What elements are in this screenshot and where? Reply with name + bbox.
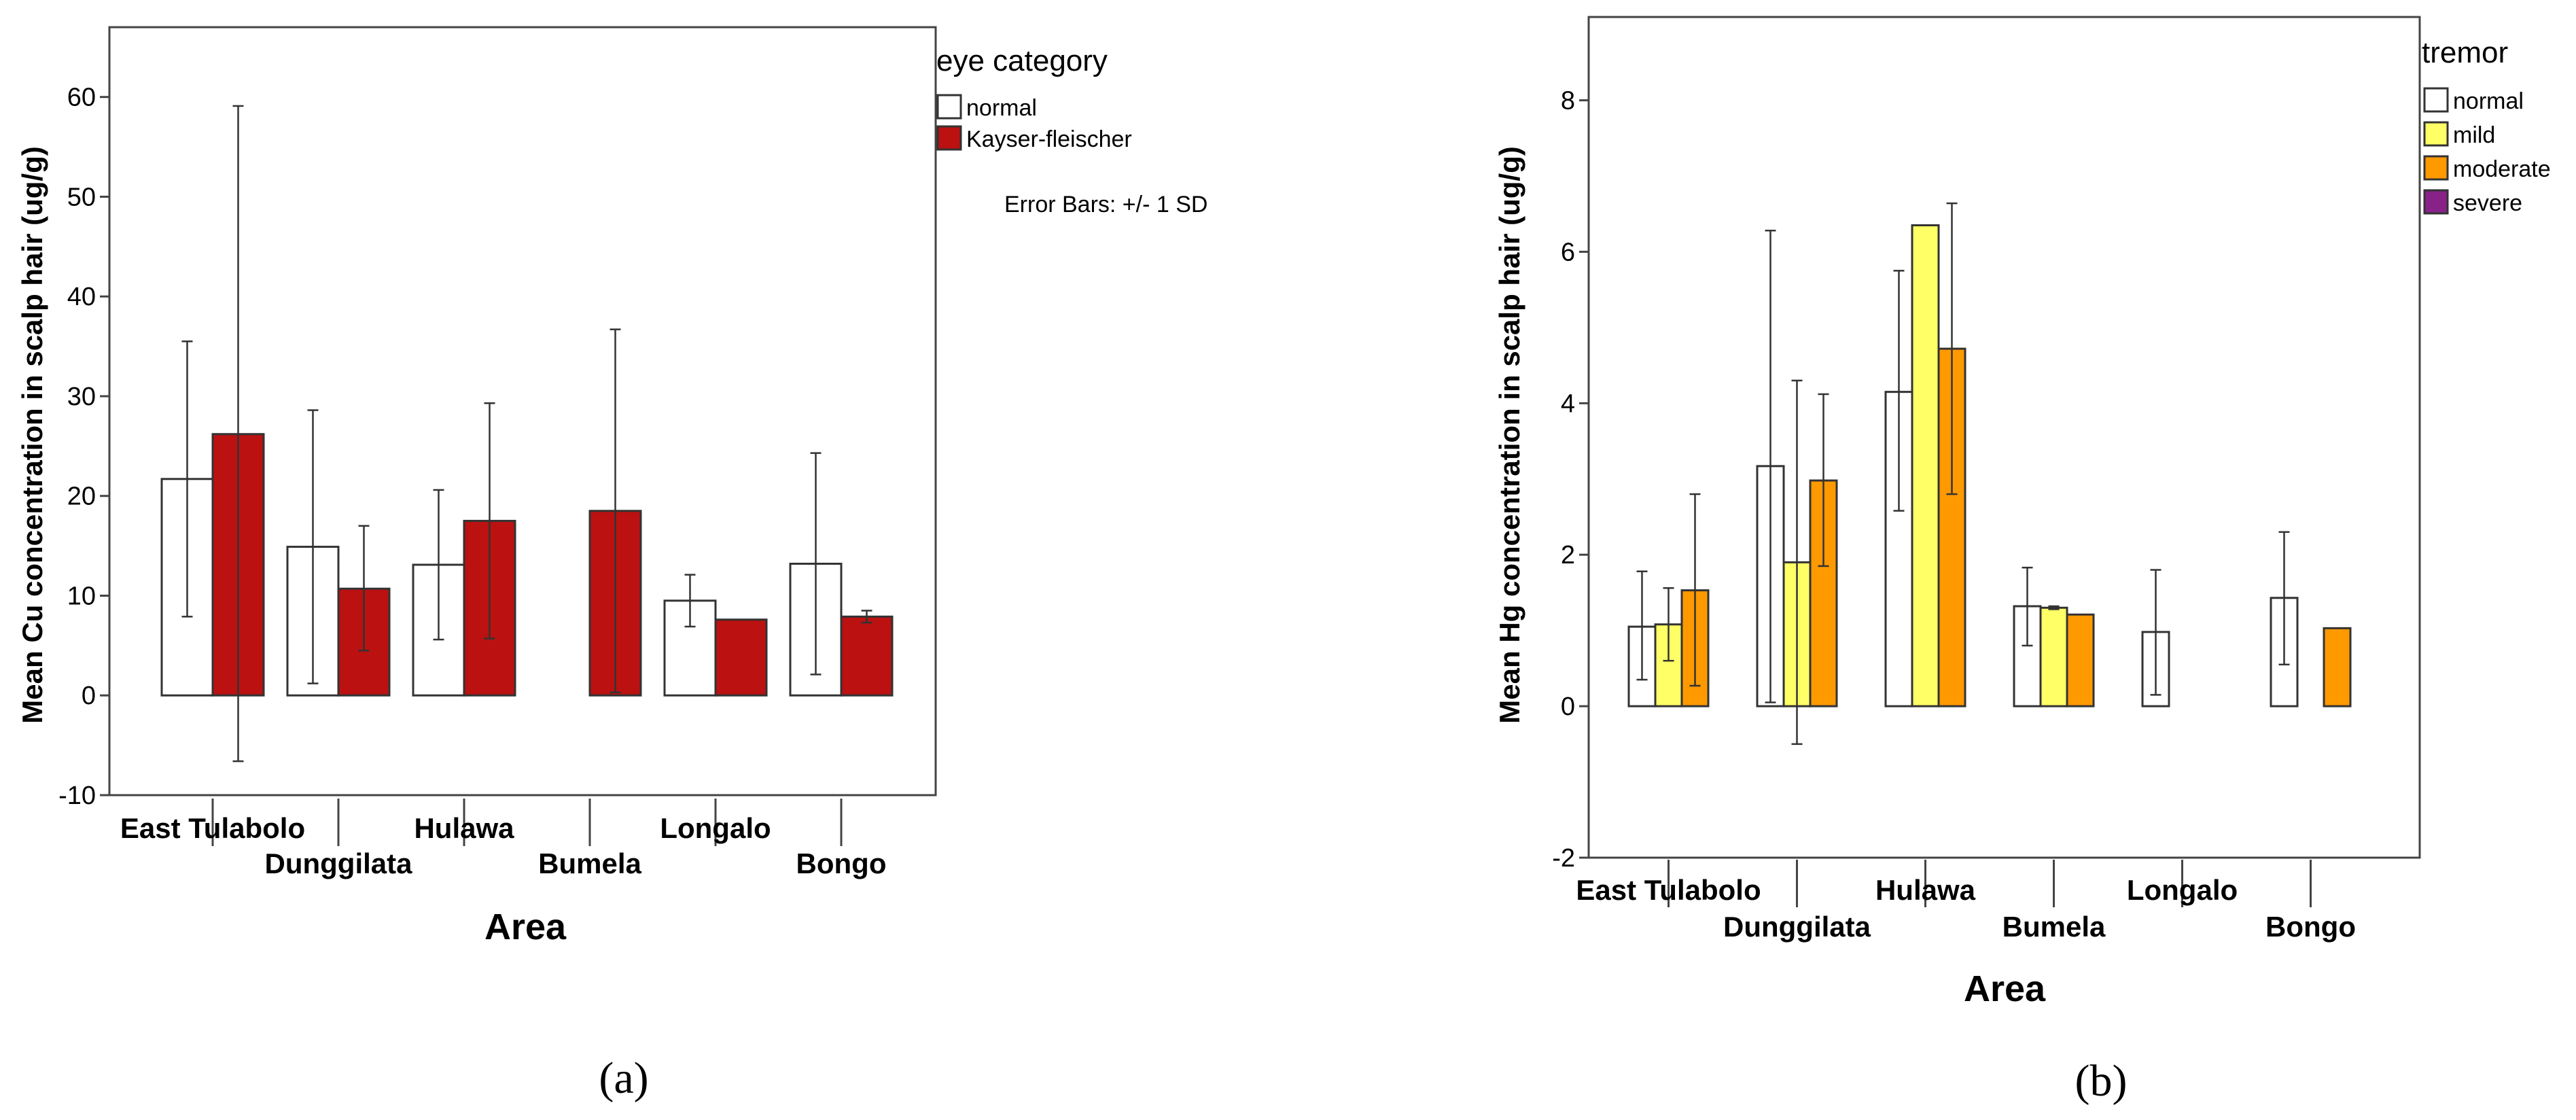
x-tick-label-bumela: Bumela	[538, 847, 641, 879]
x-axis-title-a: Area	[484, 907, 567, 947]
y-tick-label: 0	[82, 682, 96, 710]
x-tick-label-east-tulabolo: East Tulabolo	[1576, 874, 1761, 906]
legend-swatch-kayser-fleischer	[936, 125, 962, 151]
y-tick-label: 2	[1561, 541, 1575, 570]
y-axis-title-a: Mean Cu concentration in scalp hair (ug/…	[16, 146, 48, 723]
y-tick-label: 8	[1561, 87, 1575, 116]
x-tick-label-hulawa: Hulawa	[414, 812, 514, 844]
y-tick-label: -10	[58, 782, 96, 810]
y-tick-label: -2	[1552, 844, 1575, 873]
error-bars-b	[1636, 202, 2290, 746]
x-tick-label-bumela: Bumela	[2002, 911, 2106, 943]
legend-items-b: normal mild moderate severe	[2423, 87, 2551, 216]
x-tick-label-dunggilata: Dunggilata	[265, 847, 413, 879]
x-tick-label-longalo: Longalo	[660, 812, 771, 844]
y-ticks-a: -10 0 10 20 30 40 50 60	[58, 84, 109, 810]
x-tick-label-bongo: Bongo	[2265, 911, 2356, 943]
legend-swatch-severe	[2423, 189, 2449, 215]
x-tick-label-bongo: Bongo	[796, 847, 887, 879]
legend-title-b: tremor	[2422, 36, 2508, 69]
legend-swatch-moderate	[2423, 155, 2449, 181]
panel-label-b: (b)	[2075, 1056, 2128, 1106]
legend-swatch-normal	[936, 94, 962, 120]
legend-title-a: eye category	[936, 44, 1108, 77]
legend-b: tremor normal mild moderate severe	[2422, 36, 2551, 216]
y-tick-label: 4	[1561, 389, 1575, 418]
x-tick-label-hulawa: Hulawa	[1875, 874, 1976, 906]
y-tick-label: 0	[1561, 693, 1575, 721]
legend-swatch-mild	[2423, 121, 2449, 147]
bar-moderate-bumela	[2066, 613, 2095, 707]
legend-items-a: normal Kayser-fleischer	[936, 94, 1132, 152]
bar-kayser-fleischer-bongo	[840, 615, 894, 697]
bar-mild-hulawa	[1911, 224, 1940, 707]
legend-label-severe: severe	[2453, 190, 2522, 216]
legend-swatch-normal	[2423, 87, 2449, 113]
y-tick-label: 6	[1561, 238, 1575, 266]
bar-moderate-bongo	[2323, 627, 2352, 707]
legend-label-moderate: moderate	[2453, 156, 2551, 182]
legend-label-normal: normal	[966, 95, 1037, 121]
error-bars-note: Error Bars: +/- 1 SD	[1004, 192, 1207, 217]
y-tick-label: 50	[67, 183, 96, 211]
y-axis-title-b: Mean Hg concentration in scalp hair (ug/…	[1494, 146, 1525, 723]
x-tick-label-longalo: Longalo	[2127, 874, 2238, 906]
legend-label-mild: mild	[2453, 122, 2495, 148]
y-tick-label: 60	[67, 84, 96, 112]
x-tick-label-dunggilata: Dunggilata	[1723, 911, 1871, 943]
chart-a: -10 0 10 20 30 40 50 60 East TulaboloDunggilata…	[16, 26, 1207, 1103]
plot-area-b	[1587, 16, 2421, 859]
x-tick-label-east-tulabolo: East Tulabolo	[120, 812, 305, 844]
y-ticks-b: -2 0 2 4 6 8	[1552, 87, 1589, 873]
panel-label-a: (a)	[599, 1053, 648, 1103]
error-bars-a	[181, 105, 872, 763]
legend-label-kayser-fleischer: Kayser-fleischer	[966, 126, 1132, 152]
legend-label-normal: normal	[2453, 88, 2524, 114]
y-tick-label: 30	[67, 383, 96, 411]
y-tick-label: 10	[67, 582, 96, 610]
bar-kayser-fleischer-longalo	[714, 618, 768, 697]
y-tick-label: 20	[67, 483, 96, 511]
x-axis-title-b: Area	[1964, 968, 2046, 1009]
bar-mild-bumela	[2039, 606, 2068, 707]
y-tick-label: 40	[67, 283, 96, 311]
legend-a: eye category normal Kayser-fleischer Erro…	[936, 44, 1207, 217]
